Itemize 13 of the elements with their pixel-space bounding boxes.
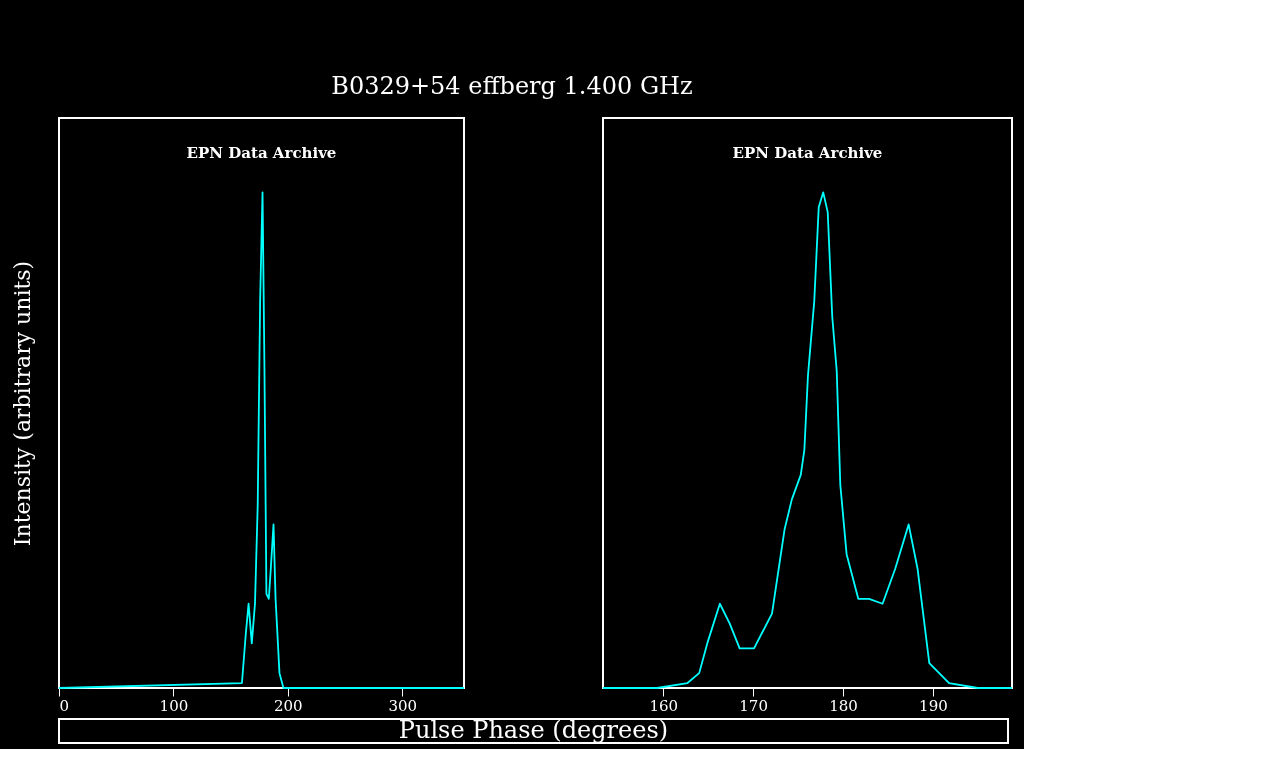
text: EPN Data Archive [186,144,337,162]
text: EPN Data Archive [732,144,883,162]
x-tick-label: 180 [829,696,858,715]
chart-title: B0329+54 effberg 1.400 GHz [331,72,693,100]
x-tick-label: 300 [388,696,418,715]
x-tick-label: 100 [159,696,189,715]
x-tick-label: 190 [919,696,948,715]
x-tick-label: 200 [273,696,303,715]
y-axis-title: Intensity (arbitrary units) [9,260,35,547]
x-axis-title: Pulse Phase (degrees) [398,716,669,744]
x-tick-label: 160 [649,696,679,715]
x-tick-label: 170 [739,696,768,715]
x-tick-label: 0 [59,696,70,715]
